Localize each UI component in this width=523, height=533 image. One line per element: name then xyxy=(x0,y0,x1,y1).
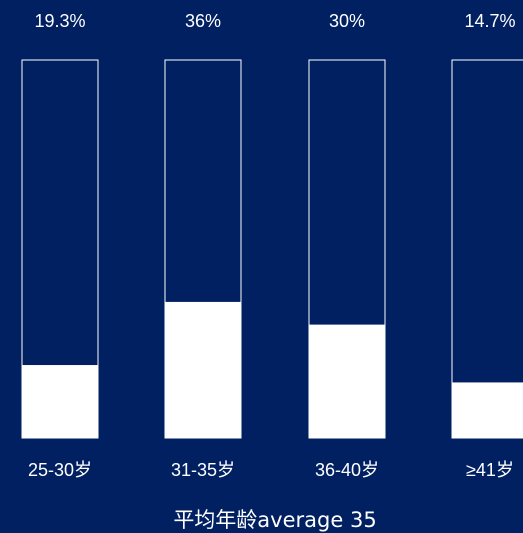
value-label: 19.3% xyxy=(34,11,85,31)
labels-layer: 19.3% 25-30岁 36% 31-35岁 30% 36-40岁 14.7% ≥41岁 xyxy=(28,11,516,480)
category-label: 25-30岁 xyxy=(28,460,92,480)
chart-caption: 平均年龄average 35 xyxy=(173,508,376,532)
value-label: 36% xyxy=(185,11,221,31)
category-label: 31-35岁 xyxy=(171,460,235,480)
bar-3 xyxy=(309,324,385,438)
bar-2 xyxy=(165,301,241,438)
value-label: 30% xyxy=(329,11,365,31)
bar-1 xyxy=(22,365,98,438)
category-label: 36-40岁 xyxy=(315,460,379,480)
bar-4 xyxy=(452,382,523,438)
bars-layer xyxy=(21,59,523,439)
bar-outline xyxy=(451,59,523,439)
value-label: 14.7% xyxy=(464,11,515,31)
category-label: ≥41岁 xyxy=(466,460,514,480)
